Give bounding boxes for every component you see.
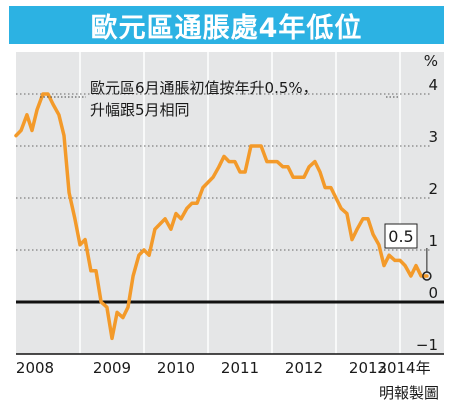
chart-title: 歐元區通脹處4年低位 bbox=[90, 12, 363, 44]
x-tick-label: 2008 bbox=[16, 359, 54, 377]
plot-area bbox=[16, 52, 444, 354]
annotation-text-line: 歐元區6月通脹初值按年升0.5%， bbox=[90, 79, 318, 97]
annotation-text-line: 升幅跟5月相同 bbox=[90, 101, 190, 119]
x-tick-label: 2013 bbox=[349, 359, 387, 377]
x-tick-label: 2009 bbox=[93, 359, 131, 377]
x-tick-label: 2011 bbox=[221, 359, 259, 377]
y-tick-label: 0 bbox=[428, 284, 438, 302]
y-tick-label: 4 bbox=[428, 76, 438, 94]
y-axis-unit-label: % bbox=[424, 52, 438, 70]
title-banner: 歐元區通脹處4年低位 bbox=[9, 6, 444, 44]
y-tick-label: 2 bbox=[428, 180, 438, 198]
x-tick-label: 2014年 bbox=[377, 359, 430, 377]
callout-value-label: 0.5 bbox=[388, 227, 413, 246]
y-tick-label: −1 bbox=[416, 336, 438, 354]
callout-box bbox=[384, 223, 418, 249]
y-tick-label: 3 bbox=[428, 128, 438, 146]
series-line bbox=[14, 92, 429, 341]
y-tick-label: 1 bbox=[428, 232, 438, 250]
x-tick-label: 2010 bbox=[157, 359, 195, 377]
x-tick-label: 2012 bbox=[285, 359, 323, 377]
credit-text: 明報製圖 bbox=[378, 384, 439, 402]
